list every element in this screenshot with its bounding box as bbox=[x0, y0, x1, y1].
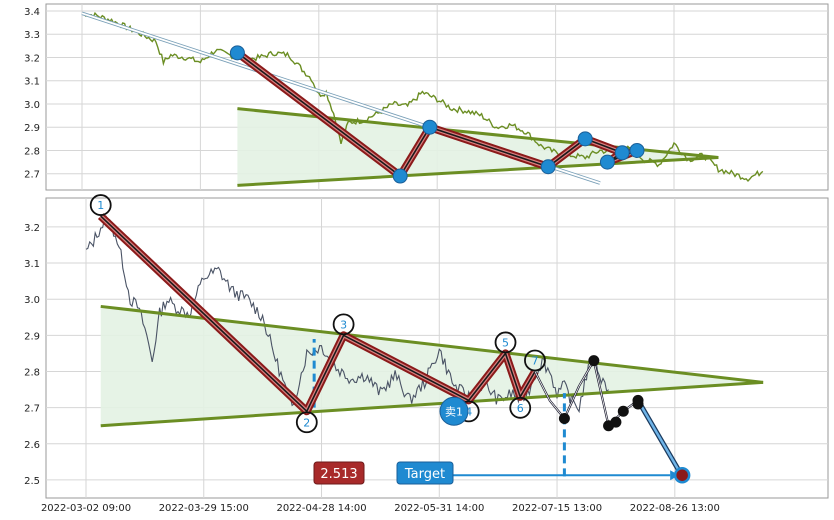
top-grid bbox=[46, 4, 828, 190]
top-y-tick-label: 3.0 bbox=[24, 100, 40, 111]
price-callout-box bbox=[313, 461, 365, 485]
top-y-axis: 3.4 3.3 3.2 3.1 3.0 2.9 2.8 2.7 bbox=[24, 7, 40, 181]
bottom-y-tick-label: 3.2 bbox=[24, 223, 40, 234]
top-y-tick-label: 3.1 bbox=[24, 77, 40, 88]
bottom-y-tick-label: 2.8 bbox=[24, 367, 40, 378]
pivot-label: 7 bbox=[531, 354, 538, 367]
top-y-tick-label: 3.3 bbox=[24, 30, 40, 41]
pivot-circle bbox=[509, 396, 532, 419]
pivot-circle bbox=[524, 349, 546, 372]
x-tick-label: 2022-03-29 15:00 bbox=[159, 503, 249, 514]
target-callout: Target bbox=[396, 461, 691, 485]
forecast-path bbox=[534, 355, 685, 478]
pivot-label: 5 bbox=[502, 336, 509, 349]
bottom-y-tick-label: 2.9 bbox=[24, 331, 40, 342]
pivot-circle bbox=[89, 194, 112, 216]
pivot-label: 3 bbox=[340, 318, 347, 331]
top-price-panel: 3.4 3.3 3.2 3.1 3.0 2.9 2.8 2.7 bbox=[24, 3, 829, 191]
x-tick-label: 2022-03-02 09:00 bbox=[41, 503, 131, 514]
top-pivot-markers bbox=[229, 45, 645, 184]
pivot-label: 4 bbox=[465, 405, 472, 418]
pivot-circle bbox=[295, 411, 318, 434]
forecast-node bbox=[632, 398, 644, 410]
bottom-zigzag-core bbox=[100, 215, 536, 413]
top-price-series bbox=[81, 11, 764, 183]
forecast-node bbox=[610, 416, 622, 428]
top-pivot-marker bbox=[577, 131, 593, 147]
top-y-tick-label: 2.8 bbox=[24, 146, 40, 157]
top-pivot-marker bbox=[629, 142, 645, 158]
target-callout-label: Target bbox=[404, 467, 445, 482]
forecast-tail-inner bbox=[636, 399, 684, 477]
top-pivot-marker bbox=[599, 154, 615, 170]
bottom-zigzag-path bbox=[97, 213, 539, 416]
x-tick-label: 2022-04-28 14:00 bbox=[276, 503, 366, 514]
target-point bbox=[673, 466, 691, 484]
pivot-circle bbox=[332, 313, 355, 336]
bottom-price-panel: 3.2 3.1 3.0 2.9 2.8 2.7 2.6 2.5 2022-03-02 09:0… bbox=[24, 194, 829, 514]
sell-marker: 卖1 bbox=[439, 396, 469, 426]
bottom-panel-frame bbox=[45, 197, 829, 499]
bottom-y-tick-label: 2.7 bbox=[24, 404, 40, 415]
pivot-label: 2 bbox=[303, 416, 310, 429]
bottom-y-tick-label: 3.0 bbox=[24, 295, 40, 306]
dashed-guides bbox=[312, 338, 566, 477]
top-pivot-marker bbox=[392, 168, 408, 184]
top-y-tick-label: 2.9 bbox=[24, 123, 40, 134]
pivot-label: 1 bbox=[97, 199, 104, 212]
bottom-triangle-fill bbox=[100, 306, 764, 426]
target-callout-box bbox=[396, 461, 454, 485]
x-axis: 2022-03-02 09:00 2022-03-29 15:00 2022-04-… bbox=[41, 503, 720, 514]
price-callout-value: 2.513 bbox=[320, 467, 357, 482]
price-callout: 2.513 bbox=[313, 461, 365, 485]
bottom-y-axis: 3.2 3.1 3.0 2.9 2.8 2.7 2.6 2.5 bbox=[24, 223, 40, 487]
top-lower-trendline bbox=[237, 155, 719, 187]
pivot-circle bbox=[494, 331, 517, 354]
forecast-node bbox=[588, 355, 600, 367]
top-pivot-marker bbox=[229, 45, 245, 61]
bottom-triangle-area bbox=[100, 306, 764, 426]
top-pivot-marker bbox=[540, 159, 556, 175]
forecast-node bbox=[617, 405, 629, 417]
bottom-y-tick-label: 2.6 bbox=[24, 440, 40, 451]
forecast-node bbox=[558, 412, 570, 424]
x-tick-label: 2022-08-26 13:00 bbox=[630, 503, 720, 514]
x-tick-label: 2022-05-31 14:00 bbox=[394, 503, 484, 514]
bottom-y-tick-label: 3.1 bbox=[24, 259, 40, 270]
top-y-tick-label: 3.2 bbox=[24, 53, 40, 64]
bottom-y-tick-label: 2.5 bbox=[24, 476, 40, 487]
top-y-tick-label: 3.4 bbox=[24, 7, 40, 18]
x-tick-label: 2022-07-15 13:00 bbox=[512, 503, 602, 514]
pivot-labels: 1 2 3 4 5 6 7 bbox=[89, 194, 546, 434]
top-y-tick-label: 2.7 bbox=[24, 170, 40, 181]
sell-marker-label: 卖1 bbox=[445, 405, 463, 418]
top-pivot-marker bbox=[422, 119, 438, 135]
bottom-lower-trendline bbox=[100, 380, 764, 428]
sell-marker-circle bbox=[439, 396, 469, 426]
pivot-label: 6 bbox=[517, 402, 524, 415]
top-price-line bbox=[81, 11, 764, 183]
top-pivot-marker bbox=[614, 145, 630, 161]
